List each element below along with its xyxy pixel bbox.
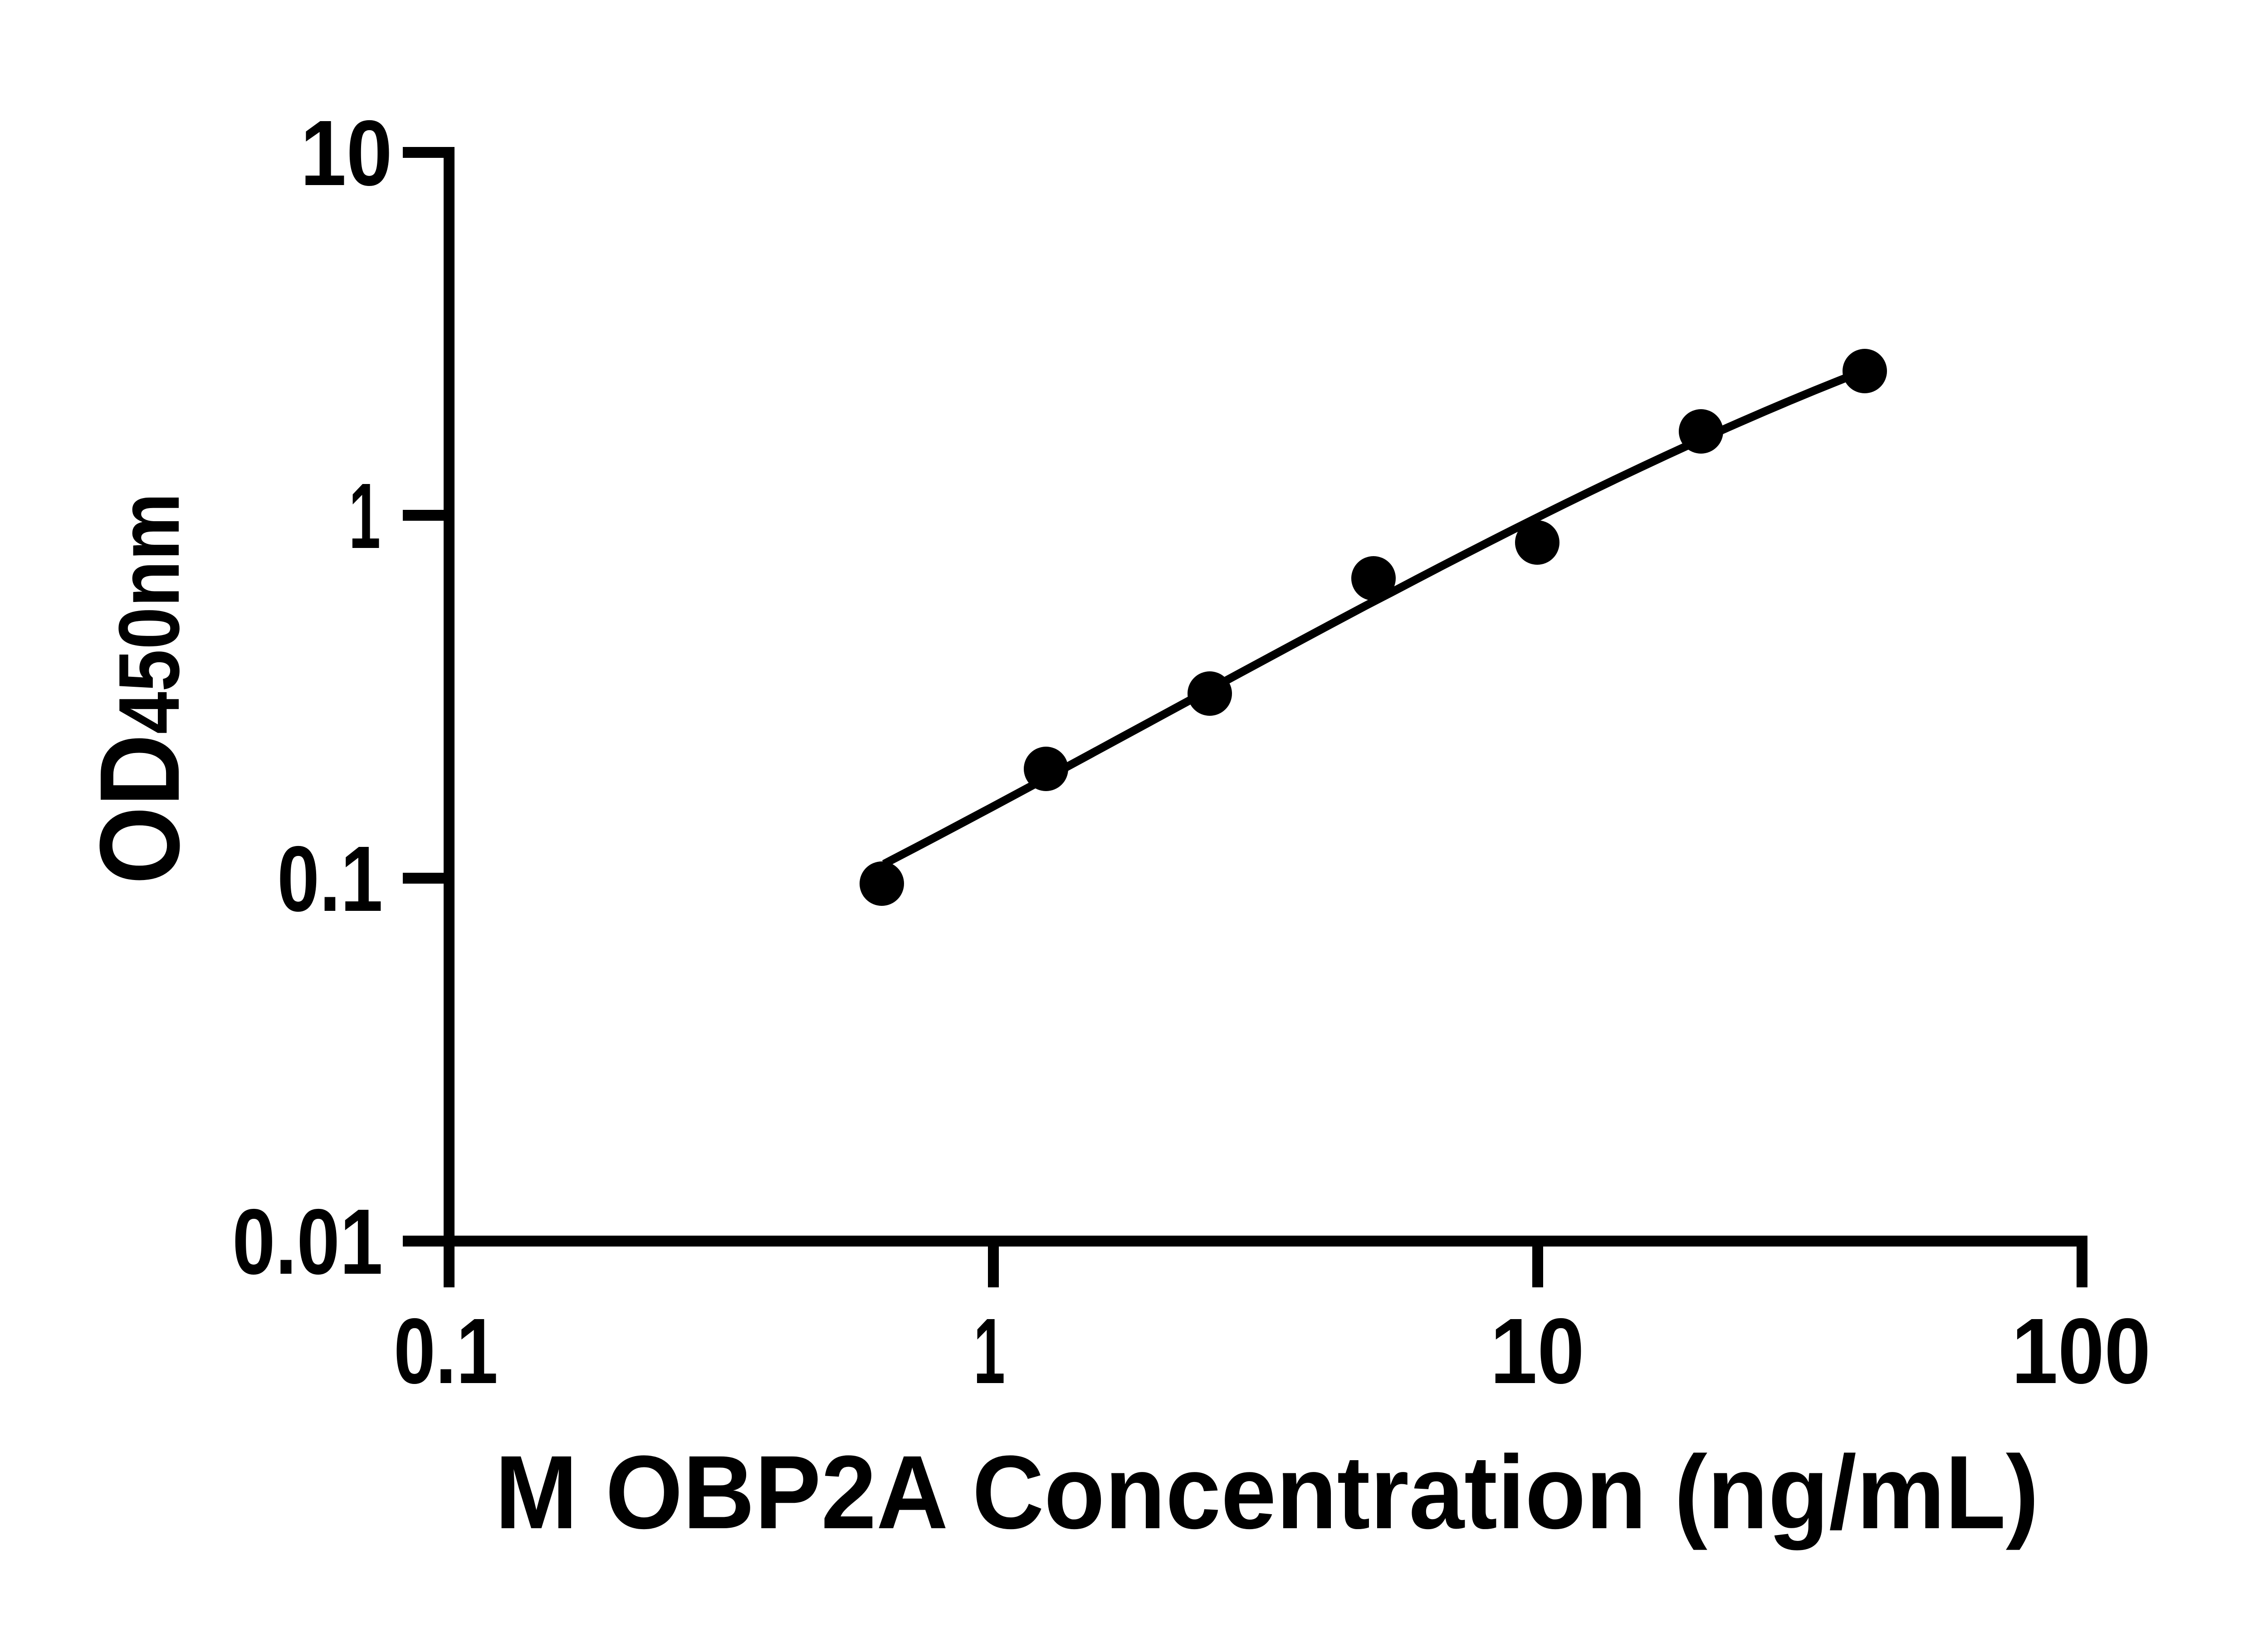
svg-text:OD450nm: OD450nm	[76, 493, 203, 885]
svg-text:1: 1	[973, 1299, 1005, 1403]
svg-text:10: 10	[1490, 1299, 1584, 1403]
svg-text:10: 10	[300, 101, 392, 205]
svg-text:0.01: 0.01	[232, 1190, 383, 1294]
svg-text:0.1: 0.1	[394, 1299, 498, 1403]
svg-text:1: 1	[349, 464, 381, 568]
svg-text:100: 100	[2012, 1299, 2151, 1403]
svg-text:M OBP2A Concentration (ng/mL): M OBP2A Concentration (ng/mL)	[495, 1434, 2039, 1550]
svg-text:0.1: 0.1	[277, 827, 383, 931]
